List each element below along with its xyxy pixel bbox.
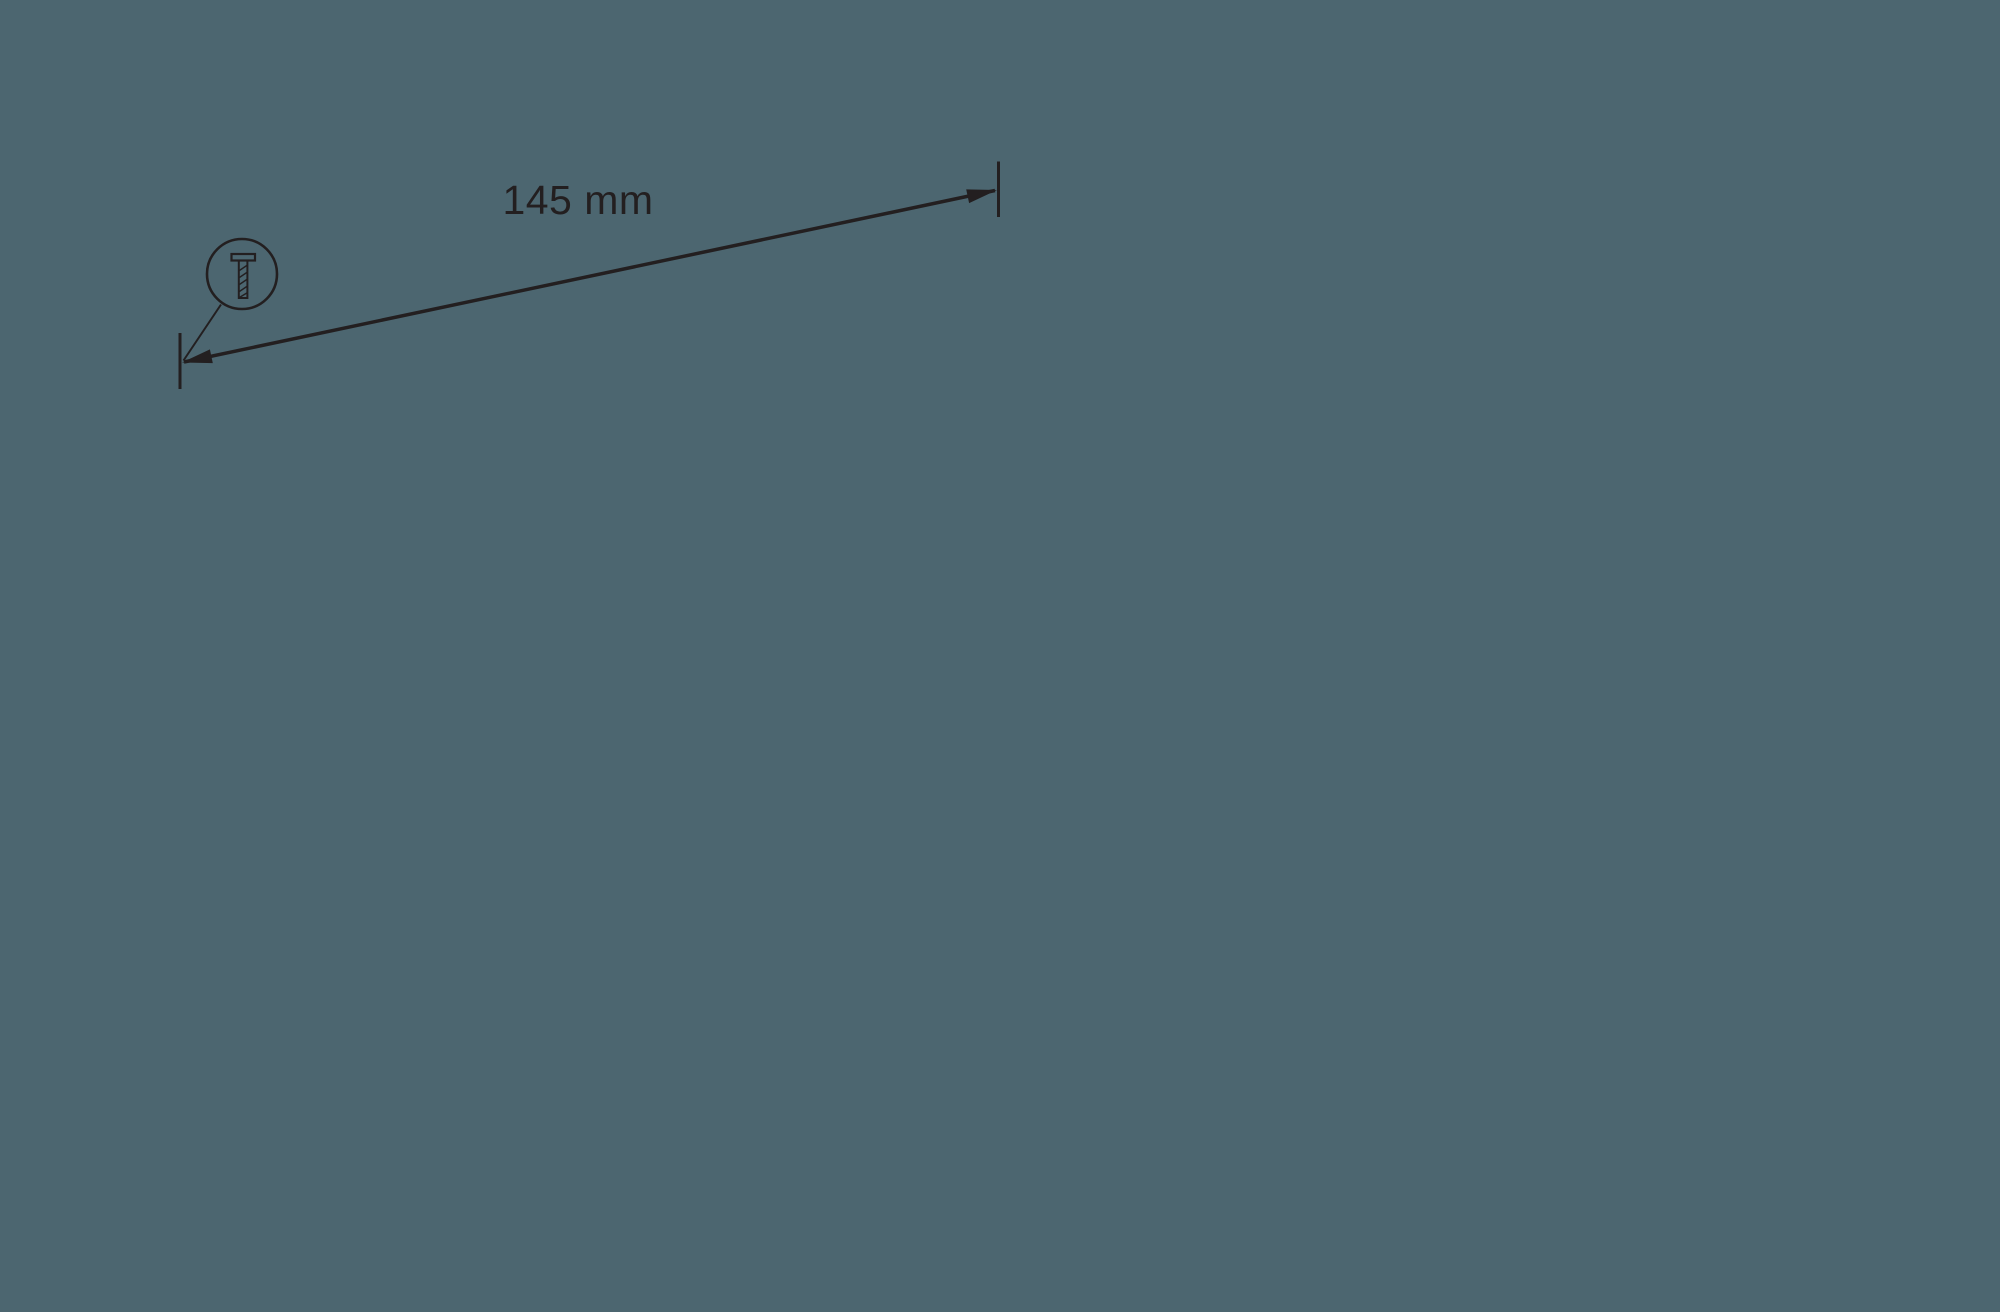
callout-circle [205,237,279,311]
right-arrowhead-icon [966,189,997,204]
dimension-line [183,188,996,364]
dimension-label: 145 mm [502,177,653,223]
left-arrowhead-icon [182,349,213,364]
screw-callout [182,237,279,362]
screw-threads [239,264,248,299]
leader-line [182,303,222,362]
screw-icon [230,252,257,299]
dimension-annotation: 145 mm [178,161,1000,389]
screw-shaft [237,259,249,299]
